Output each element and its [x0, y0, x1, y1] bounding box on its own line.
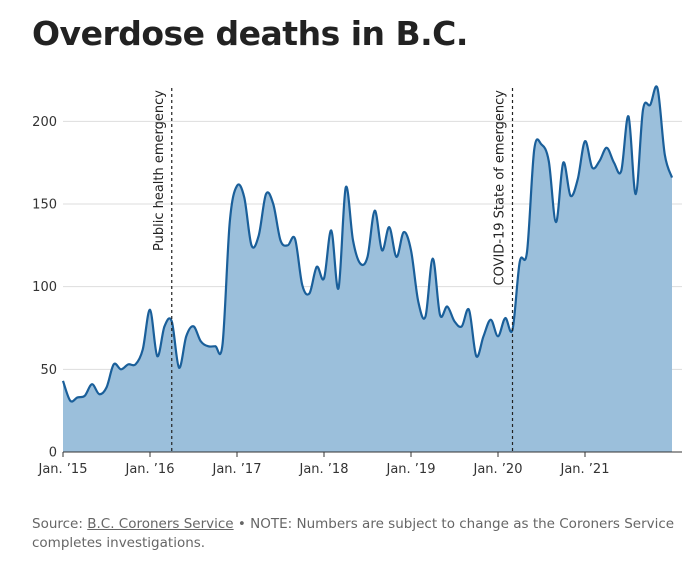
area-series	[61, 85, 674, 452]
y-tick-label: 200	[32, 115, 57, 130]
chart-footer: Source: B.C. Coroners Service • NOTE: Nu…	[32, 515, 682, 553]
y-tick-label: 50	[40, 363, 57, 378]
x-tick-label: Jan. ’18	[299, 462, 349, 477]
series-line	[61, 85, 674, 403]
x-tick-label: Jan. ’17	[212, 462, 262, 477]
x-tick-label: Jan. ’20	[473, 462, 523, 477]
axes: 0 50 100 150 200 Jan. ’15 Jan. ’16 Jan. ’17 Jan.…	[32, 115, 682, 477]
x-tick-label: Jan. ’19	[386, 462, 436, 477]
x-tick-label: Jan. ’21	[560, 462, 610, 477]
source-link[interactable]: B.C. Coroners Service	[87, 516, 234, 532]
x-tick-label: Jan. ’16	[125, 462, 175, 477]
bullet-separator: •	[233, 516, 251, 532]
y-tick-label: 150	[32, 198, 57, 213]
chart-title: Overdose deaths in B.C.	[32, 14, 468, 53]
y-tick-label: 100	[32, 280, 57, 295]
y-tick-label: 0	[49, 446, 57, 461]
footer-note: NOTE: Numbers are subject to change as t…	[32, 516, 675, 551]
source-prefix: Source:	[32, 516, 88, 532]
annotations: Public health emergency COVID-19 State of…	[152, 88, 514, 452]
annotation-label: Public health emergency	[152, 90, 167, 251]
annotation-label: COVID-19 State of emergency	[493, 90, 508, 286]
area-chart: Public health emergency COVID-19 State of…	[32, 85, 682, 477]
x-tick-label: Jan. ’15	[38, 462, 88, 477]
area-fill	[63, 86, 672, 452]
